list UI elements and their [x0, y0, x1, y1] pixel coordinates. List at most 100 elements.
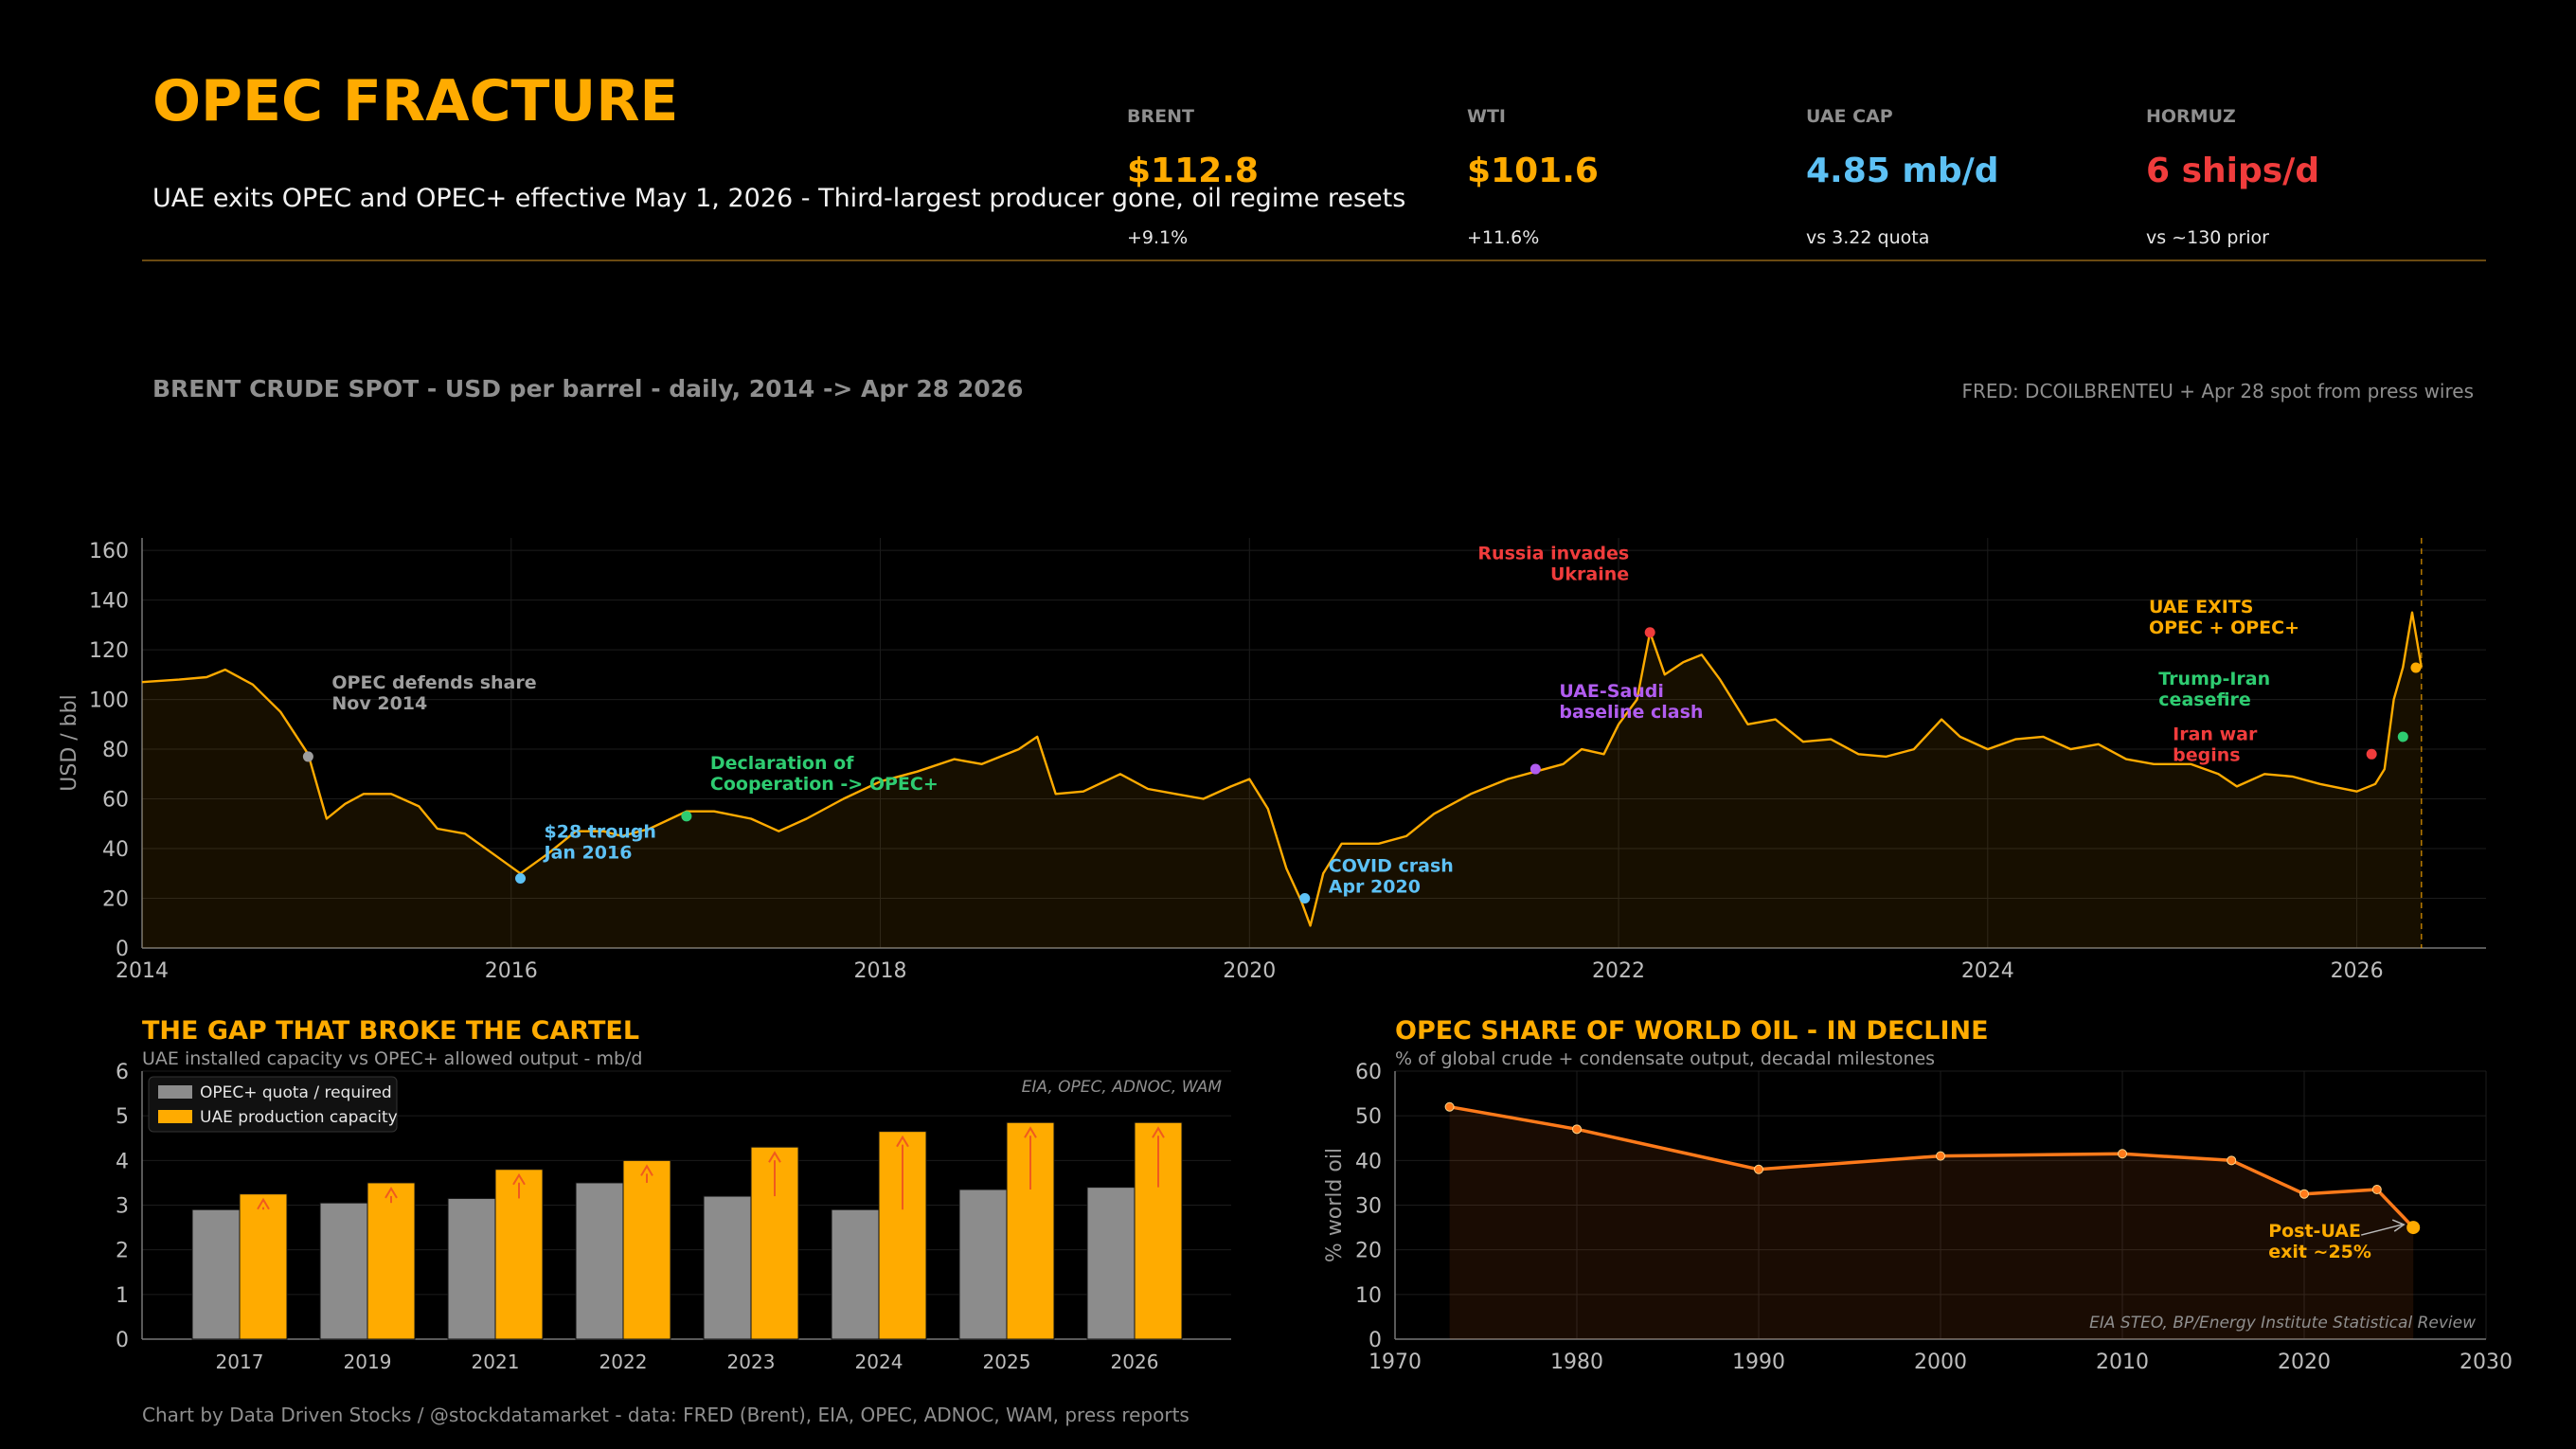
- gap-arrow-head: [385, 1186, 398, 1199]
- quota-bar: [958, 1189, 1008, 1340]
- x-tick-label: 1990: [1732, 1351, 1785, 1374]
- x-tick-label: 2026: [2331, 959, 2384, 983]
- event-annotation: Iran war begins: [2173, 724, 2258, 765]
- y-tick-label: 160: [89, 540, 129, 564]
- event-marker: [2366, 748, 2377, 760]
- share-source-note: EIA STEO, BP/Energy Institute Statistica…: [2089, 1314, 2476, 1333]
- event-marker: [1530, 763, 1541, 775]
- y-axis-label: % world oil: [1323, 1148, 1347, 1262]
- gap-source-note: EIA, OPEC, ADNOC, WAM: [1022, 1078, 1223, 1097]
- share-point: [2406, 1221, 2421, 1235]
- kpi-uae-cap-sub: vs 3.22 quota: [1806, 227, 1930, 248]
- y-tick-label: 20: [102, 888, 129, 912]
- y-tick-label: 0: [116, 1329, 129, 1352]
- gap-arrow-head: [257, 1197, 270, 1210]
- event-annotation: COVID crash Apr 2020: [1329, 856, 1454, 898]
- kpi-uae-cap-label: UAE CAP: [1806, 106, 1893, 127]
- capacity-bar: [239, 1193, 288, 1340]
- x-tick-label: 2025: [983, 1351, 1031, 1373]
- gap-arrow-head: [896, 1135, 909, 1148]
- y-tick-label: 20: [1355, 1240, 1382, 1263]
- share-point: [2371, 1184, 2382, 1194]
- footer-credit: Chart by Data Driven Stocks / @stockdata…: [142, 1404, 1190, 1426]
- y-tick-label: 120: [89, 639, 129, 663]
- kpi-uae-cap-value: 4.85 mb/d: [1806, 152, 1999, 190]
- x-tick-label: 2020: [1223, 959, 1276, 983]
- y-tick-label: 3: [116, 1195, 129, 1219]
- y-tick-label: 4: [116, 1150, 129, 1173]
- quota-bar: [703, 1195, 752, 1340]
- event-marker: [302, 751, 313, 762]
- gap-panel-subtitle: UAE installed capacity vs OPEC+ allowed …: [142, 1048, 643, 1069]
- quota-bar: [447, 1197, 496, 1340]
- event-marker: [515, 873, 527, 885]
- share-annotation: Post-UAE exit ~25%: [2268, 1221, 2371, 1262]
- y-tick-label: 0: [116, 938, 129, 961]
- x-tick-label: 2021: [472, 1351, 520, 1373]
- gap-arrow-head: [1024, 1126, 1037, 1138]
- event-annotation: Trump-Iran ceasefire: [2158, 669, 2270, 710]
- y-tick-label: 2: [116, 1240, 129, 1263]
- header-divider: [142, 259, 2486, 261]
- kpi-brent-change: +9.1%: [1127, 227, 1189, 248]
- event-annotation: $28 trough Jan 2016: [543, 822, 656, 864]
- event-annotation: UAE EXITS OPEC + OPEC+: [2149, 597, 2299, 638]
- x-tick-label: 2014: [116, 959, 169, 983]
- y-tick-label: 10: [1355, 1284, 1382, 1308]
- gap-arrow-head: [768, 1151, 781, 1163]
- y-tick-label: 40: [102, 838, 129, 862]
- y-tick-label: 80: [102, 739, 129, 762]
- event-annotation: Declaration of Cooperation -> OPEC+: [710, 753, 939, 795]
- quota-bar: [1086, 1187, 1136, 1340]
- x-tick-label: 2019: [344, 1351, 392, 1373]
- share-point: [1754, 1164, 1763, 1174]
- quota-bar: [319, 1202, 368, 1340]
- kpi-hormuz-value: 6 ships/d: [2146, 152, 2320, 190]
- event-marker: [1644, 627, 1655, 638]
- share-point: [2299, 1189, 2309, 1199]
- x-tick-label: 2017: [216, 1351, 264, 1373]
- kpi-hormuz-label: HORMUZ: [2146, 106, 2236, 127]
- annotation-arrow: [2361, 1224, 2403, 1236]
- x-tick-label: 2018: [854, 959, 907, 983]
- x-tick-label: 2023: [727, 1351, 776, 1373]
- event-marker: [1299, 893, 1311, 904]
- gap-arrow-head: [640, 1164, 653, 1176]
- legend-swatch-capacity: [158, 1110, 192, 1123]
- x-tick-label: 2024: [855, 1351, 903, 1373]
- share-point: [1444, 1101, 1455, 1112]
- event-annotation: OPEC defends share Nov 2014: [331, 672, 536, 714]
- quota-bar: [575, 1182, 624, 1340]
- gap-arrow-head: [1152, 1126, 1165, 1138]
- gap-panel-title: THE GAP THAT BROKE THE CARTEL: [142, 1016, 640, 1046]
- x-tick-label: 2016: [485, 959, 538, 983]
- page-title: OPEC FRACTURE: [152, 68, 679, 134]
- x-tick-label: 2026: [1111, 1351, 1159, 1373]
- capacity-bar: [622, 1159, 671, 1340]
- share-panel-subtitle: % of global crude + condensate output, d…: [1395, 1048, 1936, 1069]
- share-point: [2118, 1149, 2127, 1159]
- quota-bar: [831, 1208, 880, 1340]
- capacity-bar: [367, 1182, 416, 1340]
- y-tick-label: 5: [116, 1105, 129, 1129]
- brent-section-title: BRENT CRUDE SPOT - USD per barrel - dail…: [152, 375, 1024, 402]
- y-tick-label: 50: [1355, 1105, 1382, 1129]
- kpi-wti-value: $101.6: [1467, 152, 1599, 190]
- quota-bar: [191, 1208, 241, 1340]
- x-tick-label: 2022: [599, 1351, 648, 1373]
- y-tick-label: 40: [1355, 1150, 1382, 1173]
- event-marker: [2410, 662, 2422, 673]
- share-point: [2227, 1155, 2237, 1166]
- legend-label-capacity: UAE production capacity: [200, 1108, 398, 1127]
- page-subtitle: UAE exits OPEC and OPEC+ effective May 1…: [152, 184, 1406, 213]
- kpi-brent-value: $112.8: [1127, 152, 1259, 190]
- legend-swatch-quota: [158, 1085, 192, 1099]
- kpi-wti-label: WTI: [1467, 106, 1506, 127]
- y-tick-label: 6: [116, 1061, 129, 1084]
- y-tick-label: 100: [89, 689, 129, 713]
- brent-section-source: FRED: DCOILBRENTEU + Apr 28 spot from pr…: [1961, 380, 2474, 402]
- y-tick-label: 140: [89, 590, 129, 614]
- kpi-hormuz-sub: vs ~130 prior: [2146, 227, 2269, 248]
- share-panel-title: OPEC SHARE OF WORLD OIL - IN DECLINE: [1395, 1016, 1989, 1046]
